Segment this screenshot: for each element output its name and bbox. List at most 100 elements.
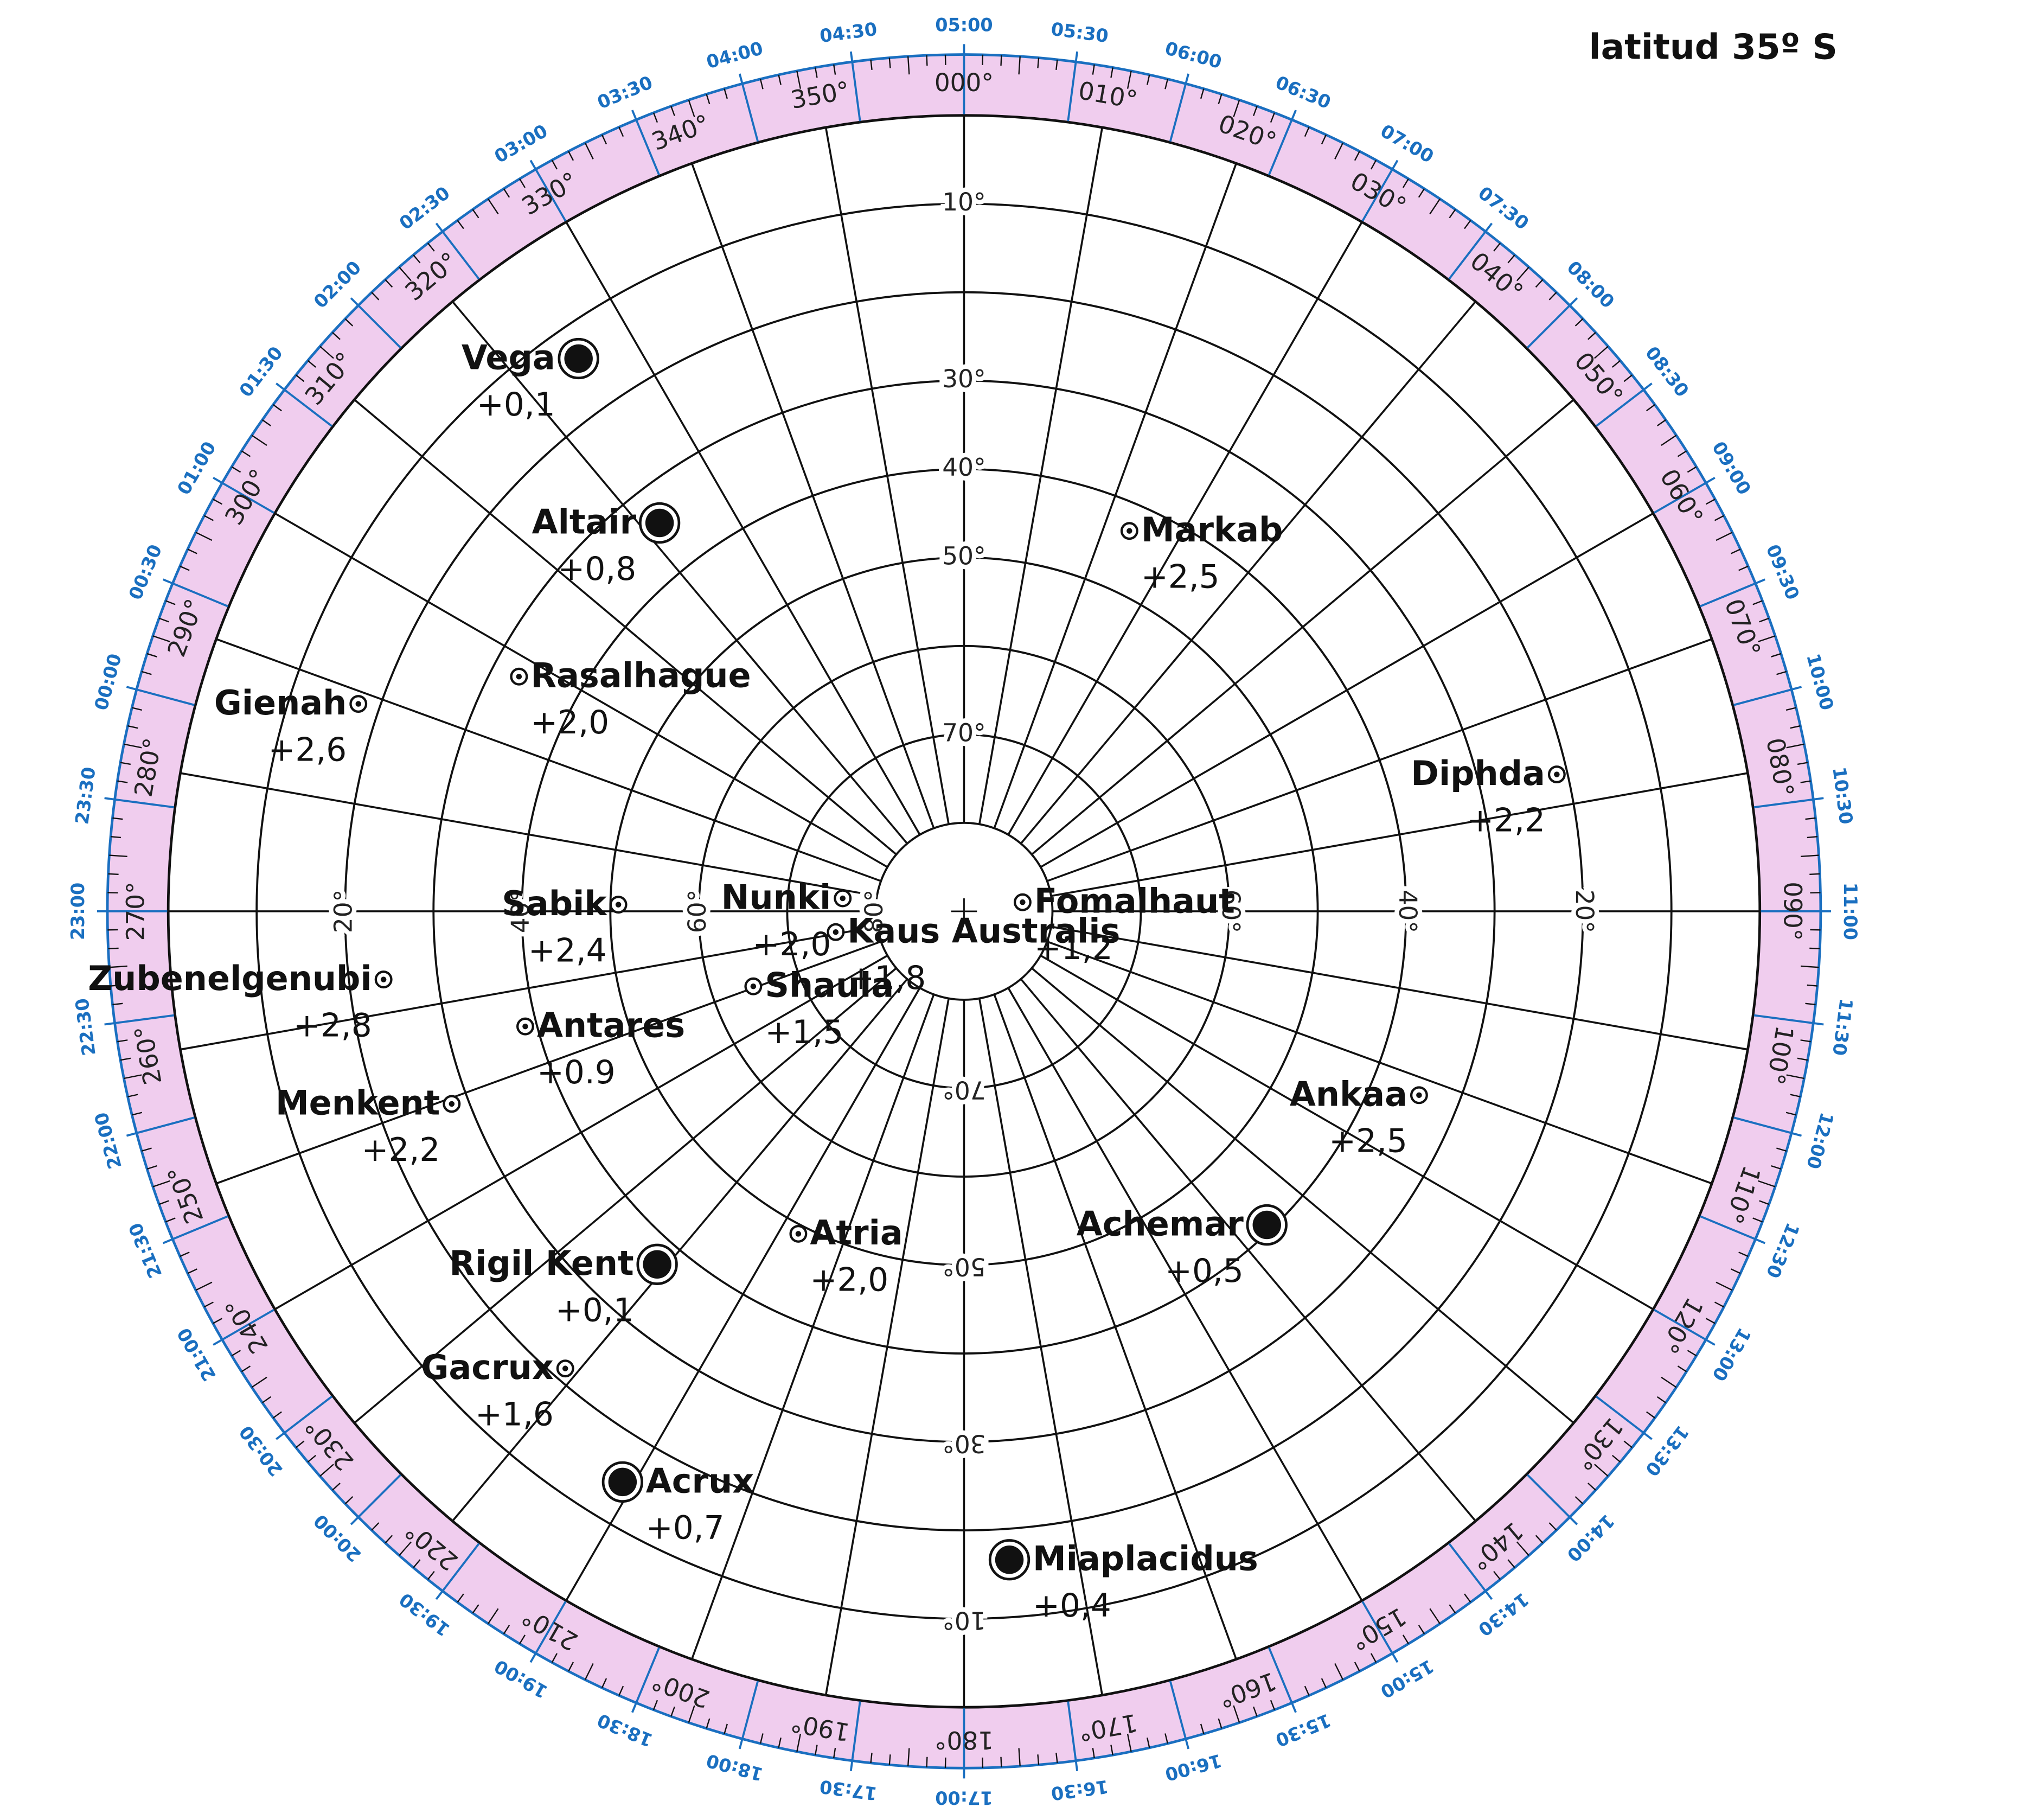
minor-tick bbox=[195, 1281, 213, 1291]
star-dot bbox=[840, 895, 846, 902]
star-marker bbox=[834, 889, 852, 908]
minor-tick bbox=[110, 836, 121, 839]
minor-tick bbox=[568, 151, 574, 161]
minor-tick bbox=[307, 1454, 316, 1463]
minor-tick bbox=[815, 1745, 818, 1755]
time-label: 00:30 bbox=[125, 541, 167, 603]
minor-tick bbox=[108, 947, 119, 949]
minor-tick bbox=[1321, 134, 1327, 145]
time-label: 11:00 bbox=[1840, 883, 1861, 940]
minor-tick bbox=[1321, 1678, 1327, 1688]
star-marker bbox=[988, 1539, 1030, 1581]
minor-tick bbox=[1334, 1663, 1344, 1680]
minor-tick bbox=[568, 1662, 574, 1672]
minor-tick bbox=[1809, 947, 1820, 949]
star-dot bbox=[355, 701, 361, 707]
star-dot bbox=[1554, 771, 1560, 777]
time-tick bbox=[1732, 1116, 1802, 1137]
altitude-label: 40° bbox=[942, 453, 985, 482]
minor-tick bbox=[1758, 635, 1776, 643]
minor-tick bbox=[519, 178, 526, 188]
minor-tick bbox=[158, 617, 169, 623]
minor-tick bbox=[1418, 188, 1425, 198]
azimuth-label: 270° bbox=[121, 882, 150, 941]
altitude-circle bbox=[609, 556, 1319, 1266]
time-tick bbox=[631, 1646, 661, 1713]
altitude-label: 40° bbox=[506, 890, 535, 933]
altitude-circle bbox=[255, 202, 1673, 1620]
time-tick bbox=[213, 476, 276, 514]
star-magnitude: +2,2 bbox=[1467, 802, 1545, 839]
minor-tick bbox=[1507, 254, 1515, 264]
time-label: 04:00 bbox=[704, 37, 765, 73]
minor-tick bbox=[261, 419, 271, 426]
minor-tick bbox=[295, 374, 305, 382]
minor-tick bbox=[1776, 670, 1787, 675]
minor-tick bbox=[1354, 151, 1360, 161]
time-label: 06:30 bbox=[1272, 72, 1334, 113]
minor-tick bbox=[706, 94, 711, 105]
time-label: 09:00 bbox=[1708, 438, 1755, 499]
time-tick bbox=[1752, 1014, 1824, 1026]
time-label: 17:30 bbox=[818, 1776, 878, 1805]
minor-tick bbox=[472, 1604, 479, 1614]
minor-tick bbox=[319, 346, 334, 359]
altitude-label: 80° bbox=[860, 890, 888, 933]
star-dot bbox=[615, 902, 622, 908]
minor-tick bbox=[1731, 1268, 1741, 1274]
minor-tick bbox=[584, 1663, 594, 1680]
time-label: 08:30 bbox=[1641, 342, 1693, 401]
minor-tick bbox=[371, 1522, 380, 1531]
star-name: Achemar bbox=[1077, 1204, 1244, 1244]
minor-tick bbox=[870, 59, 873, 70]
minor-tick bbox=[796, 1733, 802, 1752]
time-label: 13:30 bbox=[1641, 1422, 1693, 1480]
minor-tick bbox=[241, 1365, 251, 1372]
star-magnitude: +2,4 bbox=[528, 933, 607, 970]
time-label: 22:00 bbox=[91, 1110, 126, 1171]
altitude-label: 50° bbox=[942, 1253, 985, 1281]
star-dot bbox=[833, 929, 839, 935]
time-label: 19:30 bbox=[395, 1588, 454, 1640]
star-name: Sabik bbox=[502, 884, 607, 923]
minor-tick bbox=[1776, 1147, 1787, 1152]
minor-tick bbox=[1714, 1301, 1724, 1308]
star-name: Fomalhaut bbox=[1034, 882, 1235, 921]
minor-tick bbox=[1449, 1604, 1456, 1614]
minor-tick bbox=[399, 1541, 412, 1556]
altitude-circle bbox=[521, 468, 1407, 1355]
star-marker bbox=[1120, 522, 1138, 540]
altitude-label: 20° bbox=[1570, 890, 1599, 933]
minor-tick bbox=[1000, 1757, 1002, 1767]
star-magnitude: +0,1 bbox=[555, 1292, 634, 1330]
star-magnitude: +2,5 bbox=[1329, 1123, 1407, 1160]
minor-tick bbox=[1758, 1180, 1776, 1187]
minor-tick bbox=[1716, 532, 1733, 541]
time-tick bbox=[1361, 159, 1399, 223]
minor-tick bbox=[158, 1200, 169, 1205]
minor-tick bbox=[241, 450, 251, 457]
star-magnitude: +2,2 bbox=[362, 1132, 440, 1169]
title: latitud 35º S bbox=[1589, 27, 1838, 67]
minor-tick bbox=[888, 1754, 891, 1765]
time-label: 14:30 bbox=[1474, 1588, 1533, 1640]
time-tick bbox=[104, 1014, 175, 1026]
time-label: 01:30 bbox=[235, 342, 287, 401]
minor-tick bbox=[1807, 984, 1817, 987]
minor-tick bbox=[1092, 64, 1095, 75]
minor-tick bbox=[706, 1718, 711, 1729]
time-tick bbox=[1169, 1679, 1190, 1749]
time-tick bbox=[738, 1679, 759, 1749]
minor-tick bbox=[110, 984, 121, 987]
minor-tick bbox=[251, 1376, 267, 1388]
time-label: 13:00 bbox=[1708, 1324, 1755, 1385]
minor-tick bbox=[1304, 1685, 1310, 1696]
time-label: 23:00 bbox=[67, 883, 88, 940]
minor-tick bbox=[127, 725, 138, 729]
minor-tick bbox=[1790, 1094, 1801, 1097]
minor-tick bbox=[1147, 1737, 1150, 1748]
minor-tick bbox=[319, 1464, 334, 1477]
time-tick bbox=[350, 1473, 402, 1525]
star-name: Diphda bbox=[1411, 753, 1545, 793]
altitude-label: 10° bbox=[942, 188, 985, 216]
